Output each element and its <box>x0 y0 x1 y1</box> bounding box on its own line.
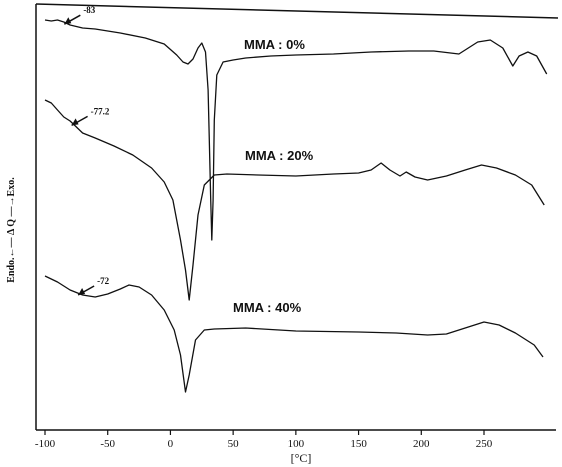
x-tick-label: -50 <box>100 438 115 450</box>
series-name-label: MMA : 20% <box>245 148 314 163</box>
annotation-arrowhead <box>64 17 72 25</box>
x-tick-label: 0 <box>168 438 174 450</box>
series-line <box>44 275 544 393</box>
x-tick-label: 100 <box>288 438 305 450</box>
annotation-label: -77.2 <box>91 106 110 116</box>
plot-frame <box>35 3 559 431</box>
top-border <box>35 3 559 19</box>
series-name-label: MMA : 40% <box>233 300 302 315</box>
annotation-arrowhead <box>78 288 86 295</box>
series-line <box>44 99 545 301</box>
series-line <box>44 19 548 241</box>
annotation-label: -83 <box>83 5 95 15</box>
x-tick-label: 150 <box>350 438 367 450</box>
series-labels: MMA : 0% -83 MMA : 20% -77.2 MMA : 40% -72 <box>63 5 314 315</box>
x-tick-label: 200 <box>413 438 430 450</box>
x-tick-label: 250 <box>476 438 493 450</box>
x-ticks: -100 -50 0 50 100 150 200 250 <box>35 430 493 450</box>
x-axis-label: [°C] <box>291 451 312 465</box>
annotation-arrowhead <box>71 118 79 126</box>
x-tick-label: -100 <box>35 438 56 450</box>
series-name-label: MMA : 0% <box>244 37 305 52</box>
x-tick-label: 50 <box>228 438 240 450</box>
y-axis-label: Endo.←— Δ Q —→Exo. <box>6 177 17 283</box>
series-lines <box>44 19 548 393</box>
annotation-label: -72 <box>97 276 109 286</box>
